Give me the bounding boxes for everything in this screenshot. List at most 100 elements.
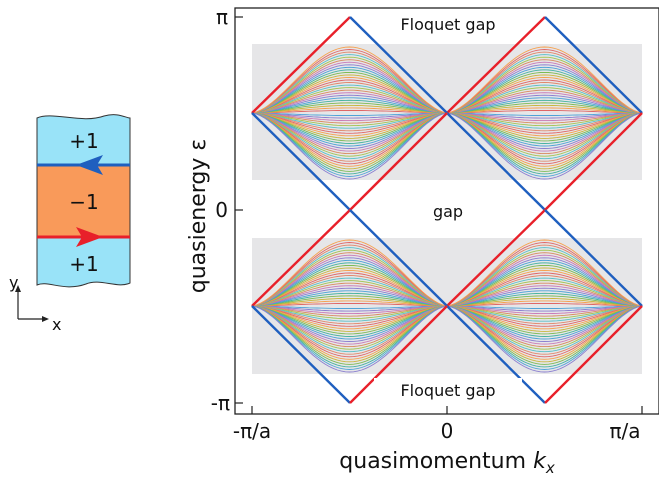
x-tick-pi-a: π/a bbox=[609, 419, 640, 443]
bulk-band-curve bbox=[251, 285, 448, 307]
bulk-band-curve bbox=[446, 104, 643, 114]
bulk-band-curve bbox=[251, 112, 448, 147]
bulk-band-curve bbox=[252, 112, 447, 116]
edge-state-line bbox=[251, 16, 351, 114]
bulk-band-curve bbox=[251, 305, 448, 342]
bulk-band-curve bbox=[251, 305, 448, 353]
bulk-band-curve bbox=[446, 112, 643, 180]
bulk-band-curve bbox=[446, 112, 643, 152]
bulk-band-curve bbox=[446, 87, 643, 114]
bulk-band-curve bbox=[446, 282, 643, 307]
bulk-band-curve bbox=[251, 112, 448, 175]
bulk-band-curve bbox=[446, 112, 643, 144]
bulk-band-curve bbox=[446, 254, 643, 307]
axis-x-label: x bbox=[52, 315, 61, 334]
bulk-band-curve bbox=[447, 110, 642, 114]
coordinate-axes-indicator: y x bbox=[9, 273, 61, 334]
bulk-band-curve bbox=[251, 112, 448, 177]
bulk-band-curve bbox=[251, 71, 448, 114]
bulk-band-curve bbox=[446, 82, 643, 114]
y-tick-pi: π bbox=[216, 5, 228, 29]
bulk-band-curve bbox=[251, 264, 448, 307]
bulk-band-curve bbox=[446, 84, 643, 114]
bulk-band-curve bbox=[251, 49, 448, 114]
edge-state-line bbox=[251, 112, 351, 211]
bulk-band-curve bbox=[251, 305, 448, 332]
bulk-band-curve bbox=[251, 74, 448, 114]
edge-state-line bbox=[349, 209, 448, 307]
bulk-band-curve bbox=[251, 275, 448, 307]
bulk-band-curve bbox=[446, 305, 643, 350]
bulk-band-curve bbox=[251, 305, 448, 317]
bulk-band-curve bbox=[446, 112, 643, 127]
bulk-band-curve bbox=[446, 305, 643, 360]
bulk-band-curve bbox=[446, 305, 643, 312]
strip-bottom-label: +1 bbox=[69, 252, 98, 276]
bulk-band-curve bbox=[251, 51, 448, 114]
bulk-band-curve bbox=[251, 112, 448, 129]
bulk-band-curve bbox=[251, 112, 448, 122]
bulk-band-curve bbox=[251, 305, 448, 348]
bulk-band-curve bbox=[251, 104, 448, 114]
bulk-band-curve bbox=[251, 112, 448, 170]
x-axis-title: quasimomentum kx bbox=[339, 449, 555, 477]
bulk-band-curve bbox=[251, 305, 448, 315]
bulk-band-curve bbox=[446, 112, 643, 172]
bulk-band-curve bbox=[446, 94, 643, 114]
bulk-band-curve bbox=[446, 56, 643, 114]
y-tick-zero: 0 bbox=[215, 198, 228, 222]
bulk-band-curve bbox=[446, 112, 643, 157]
bulk-band-curve bbox=[446, 305, 643, 337]
bulk-band-curve bbox=[251, 54, 448, 114]
bulk-band-curve bbox=[252, 305, 447, 309]
bulk-band-curve bbox=[446, 112, 643, 129]
bulk-band-curve bbox=[251, 290, 448, 307]
bulk-band-curve bbox=[447, 112, 642, 116]
bulk-band-curve bbox=[446, 112, 643, 124]
bulk-band-curve bbox=[251, 292, 448, 307]
bulk-band-curve bbox=[446, 112, 643, 122]
bulk-band-curve bbox=[446, 305, 643, 327]
strip-bottom-region bbox=[36, 236, 131, 288]
bulk-band-curve bbox=[446, 107, 643, 114]
bulk-band-curve bbox=[446, 112, 643, 142]
bulk-band-curve bbox=[251, 305, 448, 337]
bulk-band-curve bbox=[251, 244, 448, 307]
bulk-band-curve bbox=[446, 259, 643, 307]
bulk-band-curve bbox=[251, 305, 448, 320]
bulk-band-curve bbox=[251, 92, 448, 114]
bulk-band-curve bbox=[446, 249, 643, 307]
edge-state-line bbox=[446, 209, 546, 307]
bulk-band-curve bbox=[446, 305, 643, 332]
bulk-band-curve bbox=[446, 112, 643, 134]
bulk-band-curve bbox=[251, 259, 448, 307]
bulk-band-curve bbox=[251, 267, 448, 307]
bulk-band-curve bbox=[446, 112, 643, 165]
bulk-band-curve bbox=[251, 282, 448, 307]
bulk-band-curve bbox=[251, 59, 448, 114]
edge-state-line bbox=[349, 112, 448, 211]
bulk-band-curve bbox=[251, 305, 448, 327]
bulk-band-curve bbox=[446, 305, 643, 320]
bulk-band-curve bbox=[446, 277, 643, 307]
bulk-band-curve bbox=[251, 94, 448, 114]
bulk-band-curve bbox=[446, 74, 643, 114]
bulk-band-curve bbox=[251, 46, 448, 114]
bulk-band-curve bbox=[446, 305, 643, 355]
bulk-band-curve bbox=[446, 112, 643, 132]
bulk-band-curve bbox=[446, 54, 643, 114]
bulk-band-curve bbox=[251, 112, 448, 144]
bulk-band-curve bbox=[446, 305, 643, 368]
bulk-band-curve bbox=[446, 272, 643, 307]
bulk-band-curve bbox=[446, 305, 643, 353]
y-tick-minus-pi: -π bbox=[211, 391, 230, 415]
edge-state-line bbox=[446, 305, 546, 404]
bulk-band-curve bbox=[446, 97, 643, 114]
bulk-band-curve bbox=[251, 102, 448, 114]
bulk-band-curve bbox=[251, 64, 448, 114]
bulk-band-curve bbox=[251, 305, 448, 325]
bulk-band-curve bbox=[446, 51, 643, 114]
bulk-band-curve bbox=[446, 46, 643, 114]
bulk-band-curve bbox=[446, 247, 643, 307]
bulk-band-curve bbox=[446, 112, 643, 139]
